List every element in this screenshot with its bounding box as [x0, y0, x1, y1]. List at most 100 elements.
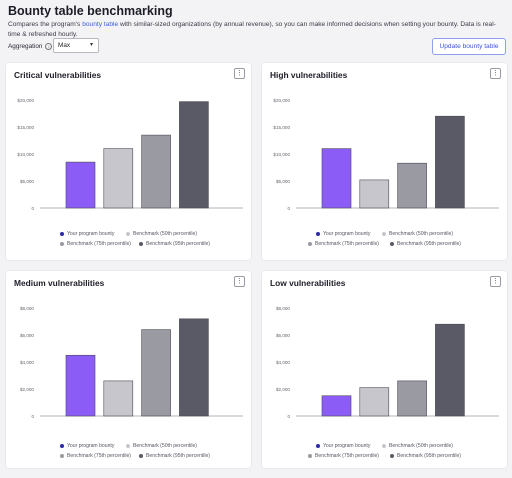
chart-title: Medium vulnerabilities	[14, 278, 105, 288]
legend-item-your-program: Your program bounty	[60, 443, 114, 449]
chart-title: Critical vulnerabilities	[14, 70, 102, 80]
legend-swatch	[139, 454, 143, 458]
chart-card-critical: Critical vulnerabilities ⋮ 0 $5,000 $10,00…	[6, 63, 251, 260]
bar-chart: 0 $5,000 $10,000 $15,000 $20,000	[17, 98, 243, 211]
legend-item-95th: Benchmark (95th percentile)	[390, 241, 461, 247]
legend-label: Benchmark (95th percentile)	[146, 453, 210, 459]
legend-label: Benchmark (75th percentile)	[67, 453, 131, 459]
chart-card-medium: Medium vulnerabilities ⋮ 0 $2,000 $4,000 $6…	[6, 271, 251, 468]
legend-item-your-program: Your program bounty	[316, 231, 370, 237]
bar	[103, 380, 134, 417]
more-options-icon[interactable]: ⋮	[234, 68, 245, 79]
legend-item-95th: Benchmark (95th percentile)	[139, 453, 210, 459]
y-tick-label: 0	[287, 414, 290, 419]
legend-item-75th: Benchmark (75th percentile)	[60, 453, 131, 459]
legend-swatch	[382, 232, 386, 236]
legend-swatch	[60, 242, 64, 246]
legend-swatch	[316, 232, 320, 236]
legend-item-your-program: Your program bounty	[316, 443, 370, 449]
legend-swatch	[60, 232, 64, 236]
legend-swatch	[139, 242, 143, 246]
bar-chart: 0 $5,000 $10,000 $15,000 $20,000	[273, 98, 499, 211]
y-tick-label: $8,000	[276, 306, 290, 311]
page-title: Bounty table benchmarking	[8, 4, 173, 18]
y-tick-label: 0	[287, 206, 290, 211]
aggregation-label: Aggregation i	[8, 39, 53, 53]
bar-chart: 0 $2,000 $4,000 $6,000 $8,000	[20, 306, 243, 419]
bar	[179, 101, 209, 209]
legend-item-50th: Benchmark (50th percentile)	[382, 231, 453, 237]
aggregation-label-text: Aggregation	[8, 42, 43, 50]
bounty-table-link[interactable]: bounty table	[82, 21, 119, 28]
bar	[435, 323, 465, 417]
legend-swatch	[316, 444, 320, 448]
y-tick-label: $15,000	[17, 125, 34, 130]
bar	[435, 115, 465, 209]
more-options-icon[interactable]: ⋮	[490, 68, 501, 79]
chevron-down-icon: ▾	[89, 42, 93, 48]
legend-label: Benchmark (95th percentile)	[397, 241, 461, 247]
y-tick-label: $10,000	[273, 152, 290, 157]
bar	[321, 148, 352, 209]
bar	[359, 179, 390, 209]
y-tick-label: $15,000	[273, 125, 290, 130]
bar	[179, 318, 209, 417]
legend-swatch	[390, 242, 394, 246]
bar	[65, 354, 96, 417]
legend-swatch	[60, 454, 64, 458]
y-tick-label: $8,000	[20, 306, 34, 311]
legend-label: Your program bounty	[323, 231, 371, 237]
y-tick-label: $6,000	[276, 333, 290, 338]
y-tick-label: $2,000	[20, 387, 34, 392]
legend-swatch	[382, 444, 386, 448]
desc-text-start: Compares the program's	[8, 21, 83, 28]
aggregation-select-value: Max	[58, 42, 71, 49]
chart-card-low: Low vulnerabilities ⋮ 0 $2,000 $4,000 $6,00…	[262, 271, 507, 468]
legend-label: Benchmark (50th percentile)	[133, 443, 197, 449]
legend-label: Your program bounty	[67, 231, 115, 237]
legend-label: Benchmark (50th percentile)	[133, 231, 197, 237]
legend-swatch	[126, 232, 130, 236]
legend-swatch	[308, 242, 312, 246]
bar	[359, 387, 390, 417]
legend-label: Your program bounty	[323, 443, 371, 449]
legend-label: Benchmark (95th percentile)	[397, 453, 461, 459]
legend-item-50th: Benchmark (50th percentile)	[126, 231, 197, 237]
bar	[397, 162, 427, 209]
y-tick-label: $5,000	[20, 179, 34, 184]
y-tick-label: $20,000	[17, 98, 34, 103]
bar-chart: 0 $2,000 $4,000 $6,000 $8,000	[276, 306, 499, 419]
aggregation-select[interactable]: Max ▾	[53, 38, 99, 53]
y-tick-label: 0	[31, 414, 34, 419]
chart-title: High vulnerabilities	[270, 70, 348, 80]
legend-item-50th: Benchmark (50th percentile)	[126, 443, 197, 449]
y-tick-label: $6,000	[20, 333, 34, 338]
legend-label: Benchmark (75th percentile)	[315, 241, 379, 247]
y-tick-label: $10,000	[17, 152, 34, 157]
legend-label: Your program bounty	[67, 443, 115, 449]
chart-card-high: High vulnerabilities ⋮ 0 $5,000 $10,000 $15…	[262, 63, 507, 260]
y-tick-label: $20,000	[273, 98, 290, 103]
bar	[141, 134, 171, 209]
bar	[65, 161, 96, 209]
legend-label: Benchmark (50th percentile)	[389, 231, 453, 237]
info-icon[interactable]: i	[45, 42, 53, 50]
y-tick-label: $5,000	[276, 179, 290, 184]
y-tick-label: $4,000	[20, 360, 34, 365]
y-tick-label: $4,000	[276, 360, 290, 365]
more-options-icon[interactable]: ⋮	[490, 276, 501, 287]
bar	[141, 329, 171, 417]
legend-swatch	[60, 444, 64, 448]
update-bounty-table-button[interactable]: Update bounty table	[432, 38, 506, 55]
legend-label: Benchmark (50th percentile)	[389, 443, 453, 449]
legend-item-75th: Benchmark (75th percentile)	[60, 241, 131, 247]
page-description: Compares the program's bounty table with…	[8, 20, 504, 39]
bar	[397, 380, 427, 417]
more-options-icon[interactable]: ⋮	[234, 276, 245, 287]
legend-label: Benchmark (95th percentile)	[146, 241, 210, 247]
legend-label: Benchmark (75th percentile)	[67, 241, 131, 247]
legend-item-95th: Benchmark (95th percentile)	[139, 241, 210, 247]
legend-swatch	[390, 454, 394, 458]
y-tick-label: $2,000	[276, 387, 290, 392]
bar	[103, 148, 134, 209]
